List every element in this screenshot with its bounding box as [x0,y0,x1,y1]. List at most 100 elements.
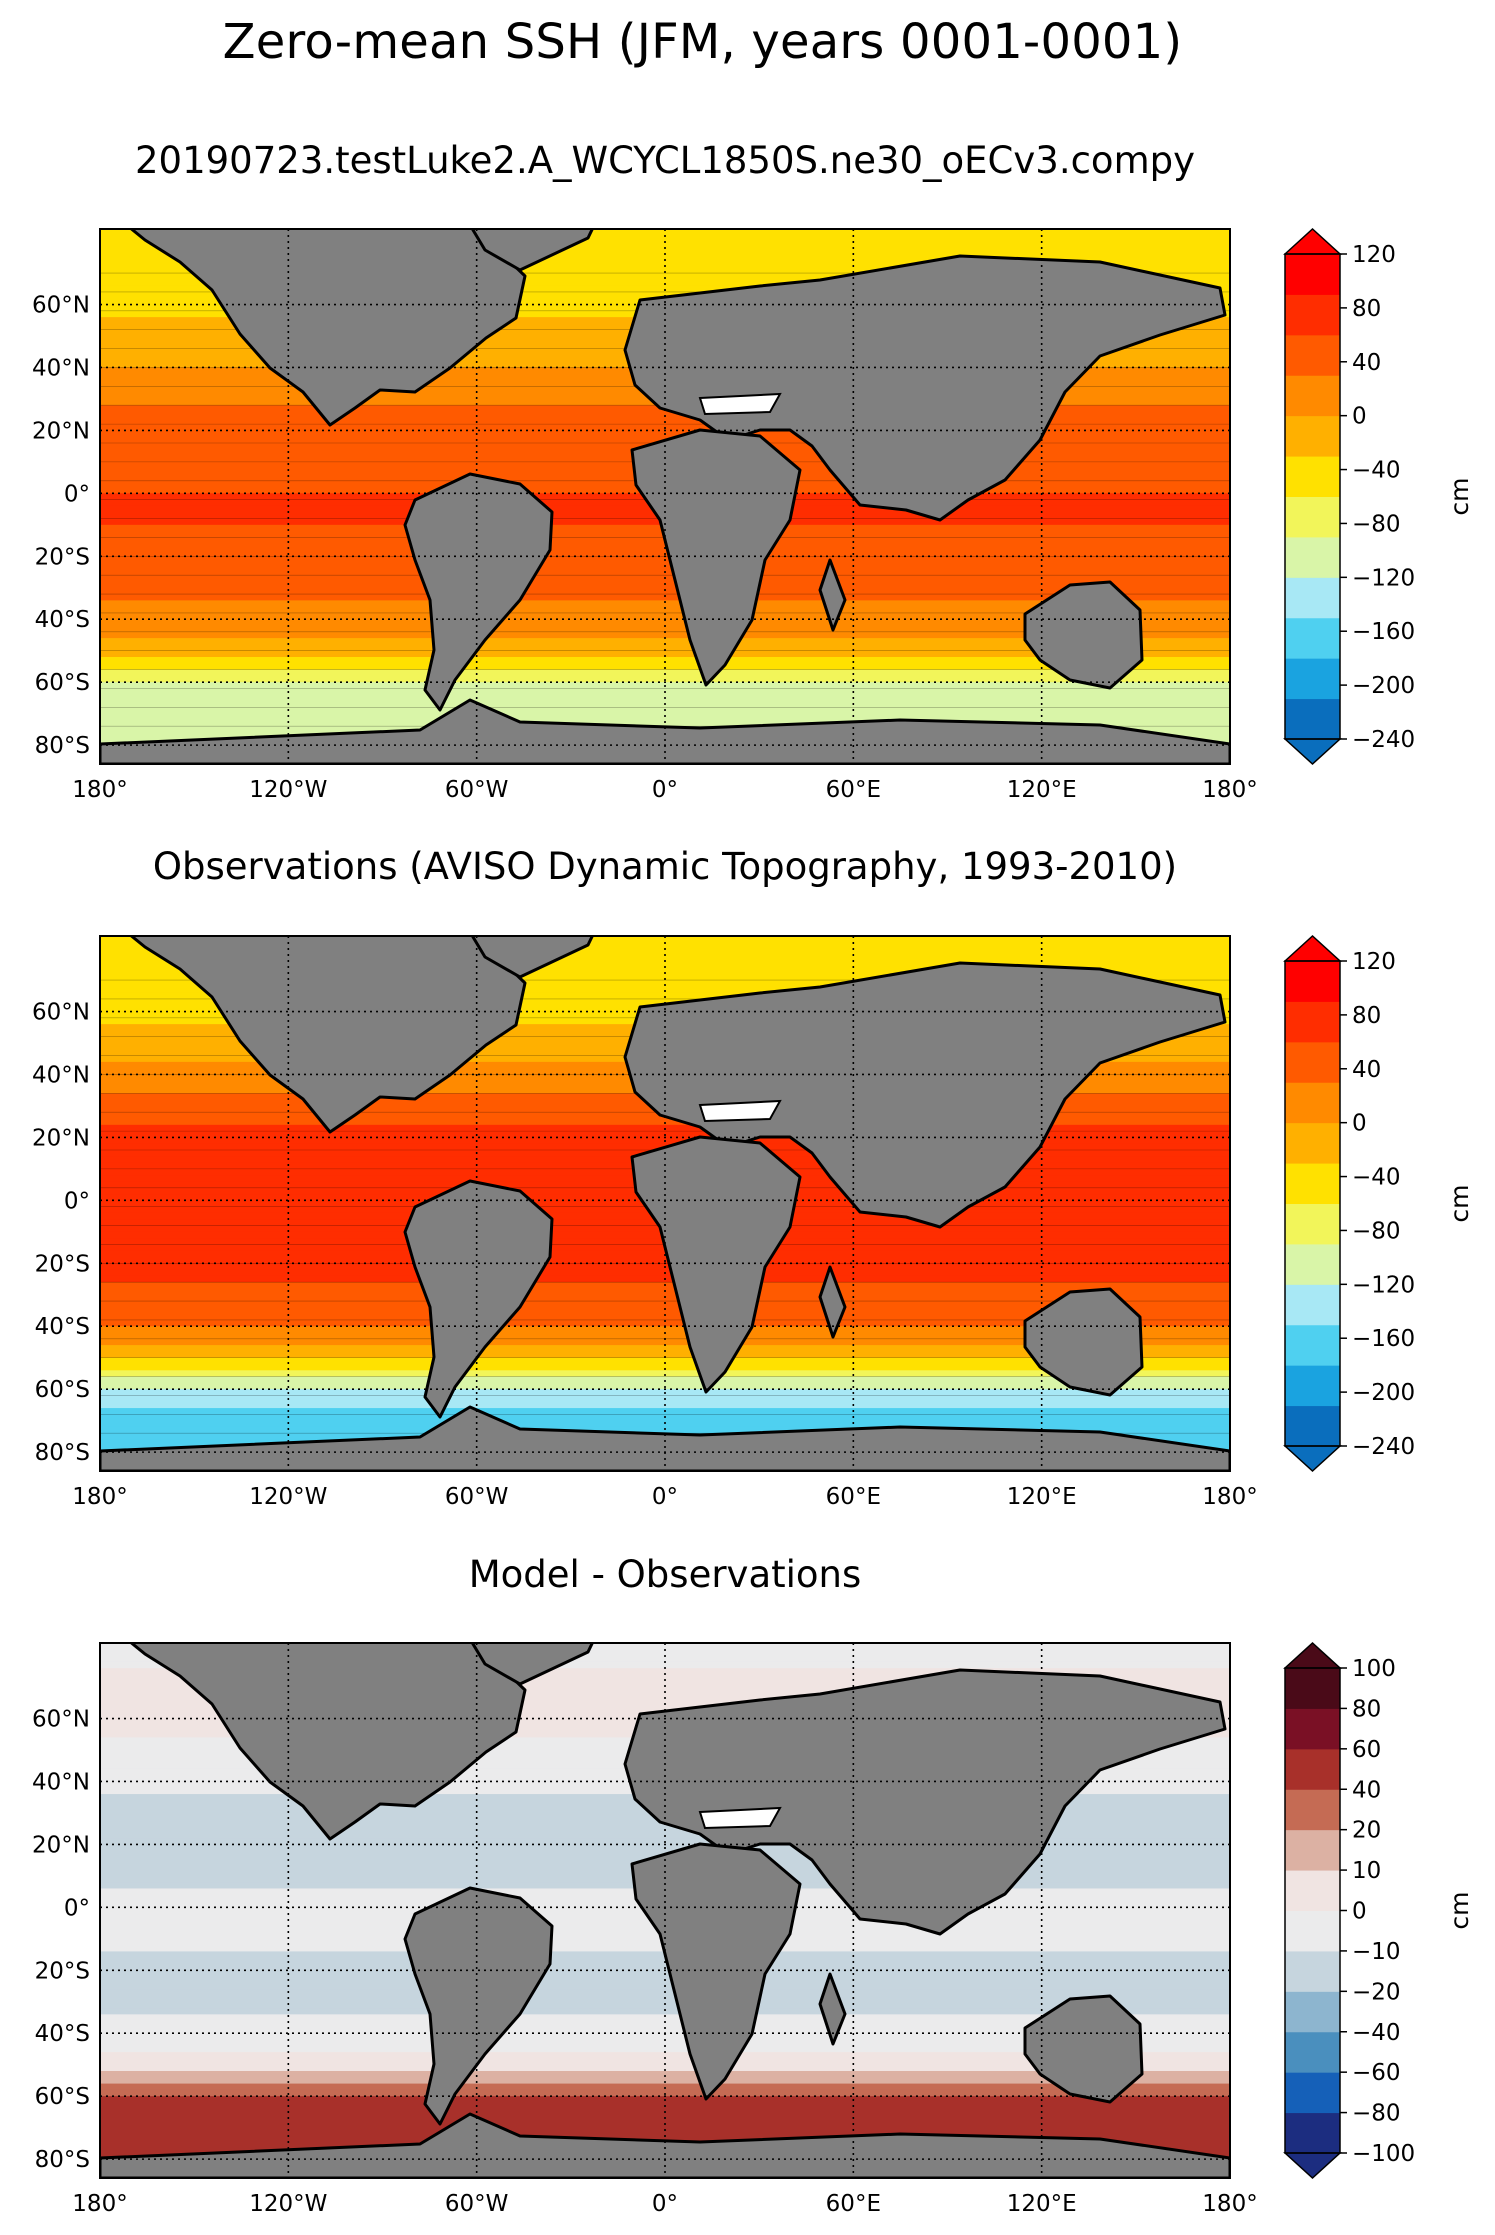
continent-5 [630,428,802,687]
colorbar-tick-label: 10 [1352,1858,1381,1884]
lat-tick-label: 20°N [32,1832,90,1858]
colorbar-segment [1285,1203,1340,1245]
lon-tick-label: 180° [1202,777,1257,803]
colorbar-segment [1285,1870,1340,1911]
lon-tick-label: 60°E [826,777,881,803]
lon-tick-label: 180° [72,1484,127,1510]
lat-tick-label: 20°S [35,544,90,570]
map-frame [99,935,1231,1472]
ocean-band [100,625,1230,633]
ocean-band [100,1668,1230,1676]
ocean-band [100,2008,1230,2015]
colorbar-tick-label: 0 [1352,404,1367,430]
continent-4 [623,254,1227,522]
colorbar-segment [1285,536,1340,578]
ocean-band [100,2052,1230,2060]
lat-tick-label: 40°S [35,2021,90,2047]
colorbar-segment [1285,1324,1340,1366]
colorbar-tick-label: −100 [1352,2141,1415,2167]
colorbar-tick-label: 80 [1352,1696,1381,1722]
colorbar-segment [1285,1829,1340,1871]
lon-tick-label: 120°W [249,777,327,803]
ocean-band [100,2020,1230,2028]
ocean-band [100,2133,1230,2141]
continent-2 [470,1643,594,1686]
colorbar-frame [1284,253,1341,740]
colorbar-segment [1285,1748,1340,1790]
lat-tick-label: 60°S [35,2084,90,2110]
lat-tick-label: 40°N [32,1769,90,1795]
lon-tick-label: 180° [72,2191,127,2217]
lon-tick-label: 120°E [1007,777,1077,803]
lat-tick-label: 60°N [32,1707,90,1733]
ocean-band [100,606,1230,614]
ocean-band [100,1118,1230,1126]
ocean-band [100,986,1230,994]
ocean-band [100,594,1230,601]
ocean-band [100,1825,1230,1833]
continent-6 [818,558,847,632]
continent-1 [129,1643,527,1841]
continent-9 [100,1405,1230,1471]
continent-4 [623,1668,1227,1936]
lon-tick-label: 0° [652,777,678,803]
continent-5 [630,1135,802,1394]
ocean-band [100,2014,1230,2022]
ocean-band [100,1680,1230,1688]
lon-tick-label: 120°E [1007,1484,1077,1510]
colorbar-segment [1285,1708,1340,1750]
continent-4 [623,961,1227,1229]
colorbar-tick-label: −80 [1352,1218,1401,1244]
land-masses [100,229,1230,764]
ocean-band [100,2127,1230,2135]
ocean-band [100,657,1230,664]
colorbar-extend-max [1283,227,1342,255]
ocean-band [100,1332,1230,1340]
lat-tick-label: 20°S [35,1251,90,1277]
ocean-band [100,241,1230,249]
ocean-band [100,1370,1230,1378]
colorbar-segment [1285,2031,1340,2073]
colorbar-segment [1285,1365,1340,1407]
panel-1-title: 20190723.testLuke2.A_WCYCL1850S.ne30_oEC… [135,139,1195,182]
colorbar-tick-label: 40 [1352,1777,1381,1803]
ocean-band [100,967,1230,975]
colorbar-unit-label: cm [1445,1184,1474,1222]
colorbar-tick-label: −80 [1352,511,1401,537]
ocean-band [100,973,1230,981]
colorbar-tick-label: −40 [1352,2020,1401,2046]
lon-tick-label: 180° [1202,1484,1257,1510]
lon-tick-label: 120°W [249,1484,327,1510]
colorbar-segment [1285,961,1340,1002]
ocean-band [100,2033,1230,2041]
lat-tick-label: 20°N [32,418,90,444]
colorbar-tick-label: 120 [1352,242,1396,268]
colorbar-tick-label: −40 [1352,458,1401,484]
lon-tick-label: 180° [1202,2191,1257,2217]
colorbar-unit-label: cm [1445,1891,1474,1929]
ocean-band [100,273,1230,280]
colorbar-segment [1285,1405,1340,1447]
lat-tick-label: 60°N [32,1000,90,1026]
ocean-band [100,1301,1230,1308]
map-panel-1: 180° 120°W 60°W 0° 60°E 120°E 180° 60°N 40°N 20°N… [32,228,1258,803]
ocean-band [100,1313,1230,1321]
continent-6 [818,1972,847,2046]
colorbar-tick-label: 40 [1352,350,1381,376]
ocean-band [100,719,1230,727]
ocean-band [100,1357,1230,1365]
ocean-band [100,1649,1230,1657]
continent-7 [403,1886,554,2126]
ocean-band [100,1687,1230,1694]
lon-tick-label: 60°W [445,1484,509,1510]
ocean-band [100,1351,1230,1359]
colorbar-1: 120 80 40 0 −40 −80 −120 −160 −200 −240 cm [1283,227,1474,766]
panel-2-title: Observations (AVISO Dynamic Topography, … [152,845,1178,888]
continent-6 [818,1265,847,1339]
land-masses [100,1643,1230,2178]
colorbar-tick-label: −120 [1352,565,1415,591]
ocean-band [100,235,1230,243]
colorbar-tick-label: −20 [1352,1979,1401,2005]
colorbar-tick-label: −80 [1352,2101,1401,2127]
